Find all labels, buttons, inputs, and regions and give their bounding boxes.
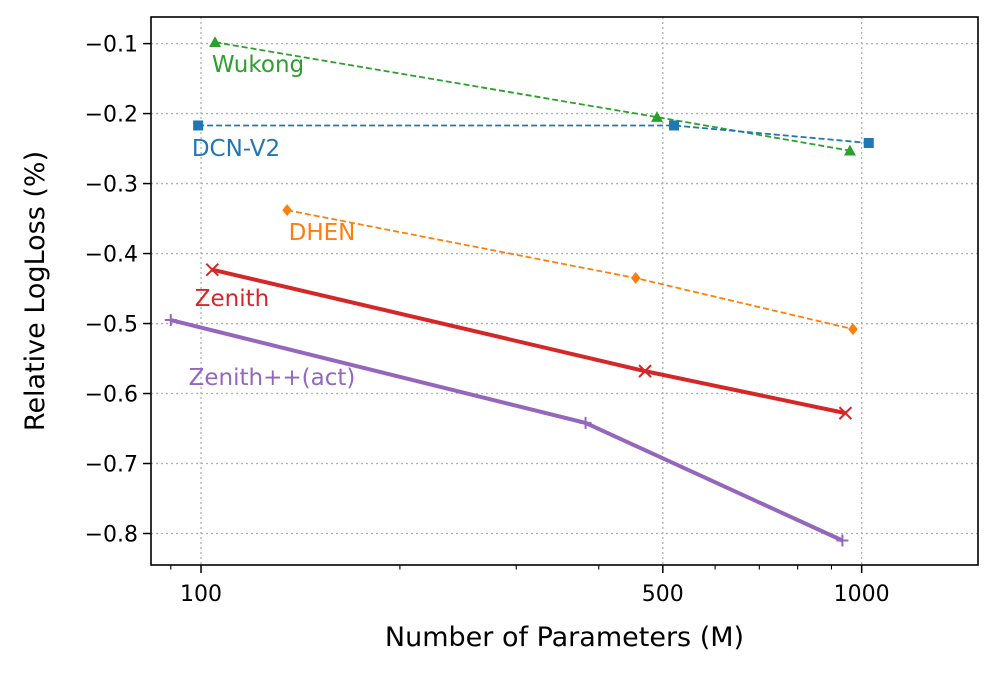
series-line-dhen	[286, 209, 854, 331]
series-group	[164, 36, 874, 547]
data-point-zenith	[205, 262, 219, 277]
series-zenith-act	[164, 314, 849, 547]
x-tick-label: 100	[180, 582, 222, 607]
data-point-zenith-act	[836, 534, 849, 547]
series-dhen	[282, 204, 858, 336]
y-tick-label: −0.2	[85, 103, 138, 128]
x-tick-label: 1000	[834, 582, 890, 607]
series-wukong	[209, 36, 856, 156]
x-tick-label: 500	[642, 582, 684, 607]
data-point-wukong	[650, 111, 663, 122]
x-axis-ticks: 100 500 1000	[170, 565, 890, 607]
series-label-dcn-v2: DCN-V2	[192, 136, 280, 162]
data-point-dhen	[630, 272, 641, 285]
series-zenith	[205, 262, 853, 420]
data-point-dcn-v2	[863, 137, 874, 148]
series-label-wukong: Wukong	[212, 52, 304, 78]
series-line-wukong	[214, 41, 851, 152]
series-line-zenith-act	[170, 318, 844, 543]
y-tick-label: −0.5	[85, 313, 138, 338]
data-point-dhen	[282, 204, 292, 217]
series-line-dcn-v2	[198, 124, 869, 144]
data-point-dcn-v2	[669, 120, 680, 131]
series-dcn-v2	[193, 120, 874, 148]
series-label-dhen: DHEN	[289, 220, 356, 246]
series-line-zenith	[211, 267, 846, 416]
x-axis-label: Number of Parameters (M)	[385, 622, 744, 653]
y-tick-label: −0.6	[85, 383, 138, 408]
series-labels: Wukong DCN-V2 DHEN Zenith Zenith++(act)	[189, 52, 356, 391]
data-point-zenith-act	[164, 314, 177, 327]
y-axis-ticks: −0.1 −0.2 −0.3 −0.4 −0.5 −0.6 −0.7 −0.8	[85, 33, 151, 548]
data-point-zenith	[638, 364, 652, 378]
data-point-dhen	[848, 323, 858, 336]
data-point-zenith-act	[579, 416, 592, 429]
data-point-wukong	[209, 36, 222, 47]
data-point-zenith	[838, 406, 853, 420]
y-tick-label: −0.8	[85, 523, 138, 548]
plot-frame	[150, 16, 979, 566]
data-point-wukong	[843, 144, 856, 156]
y-tick-label: −0.3	[85, 173, 138, 198]
grid	[151, 17, 978, 565]
y-tick-label: −0.7	[85, 453, 138, 478]
series-label-zenith-act: Zenith++(act)	[189, 365, 356, 391]
y-axis-label: Relative LogLoss (%)	[20, 151, 51, 431]
y-tick-label: −0.1	[85, 33, 138, 58]
series-label-zenith: Zenith	[195, 286, 269, 312]
data-point-dcn-v2	[193, 120, 204, 131]
y-tick-label: −0.4	[85, 243, 138, 268]
